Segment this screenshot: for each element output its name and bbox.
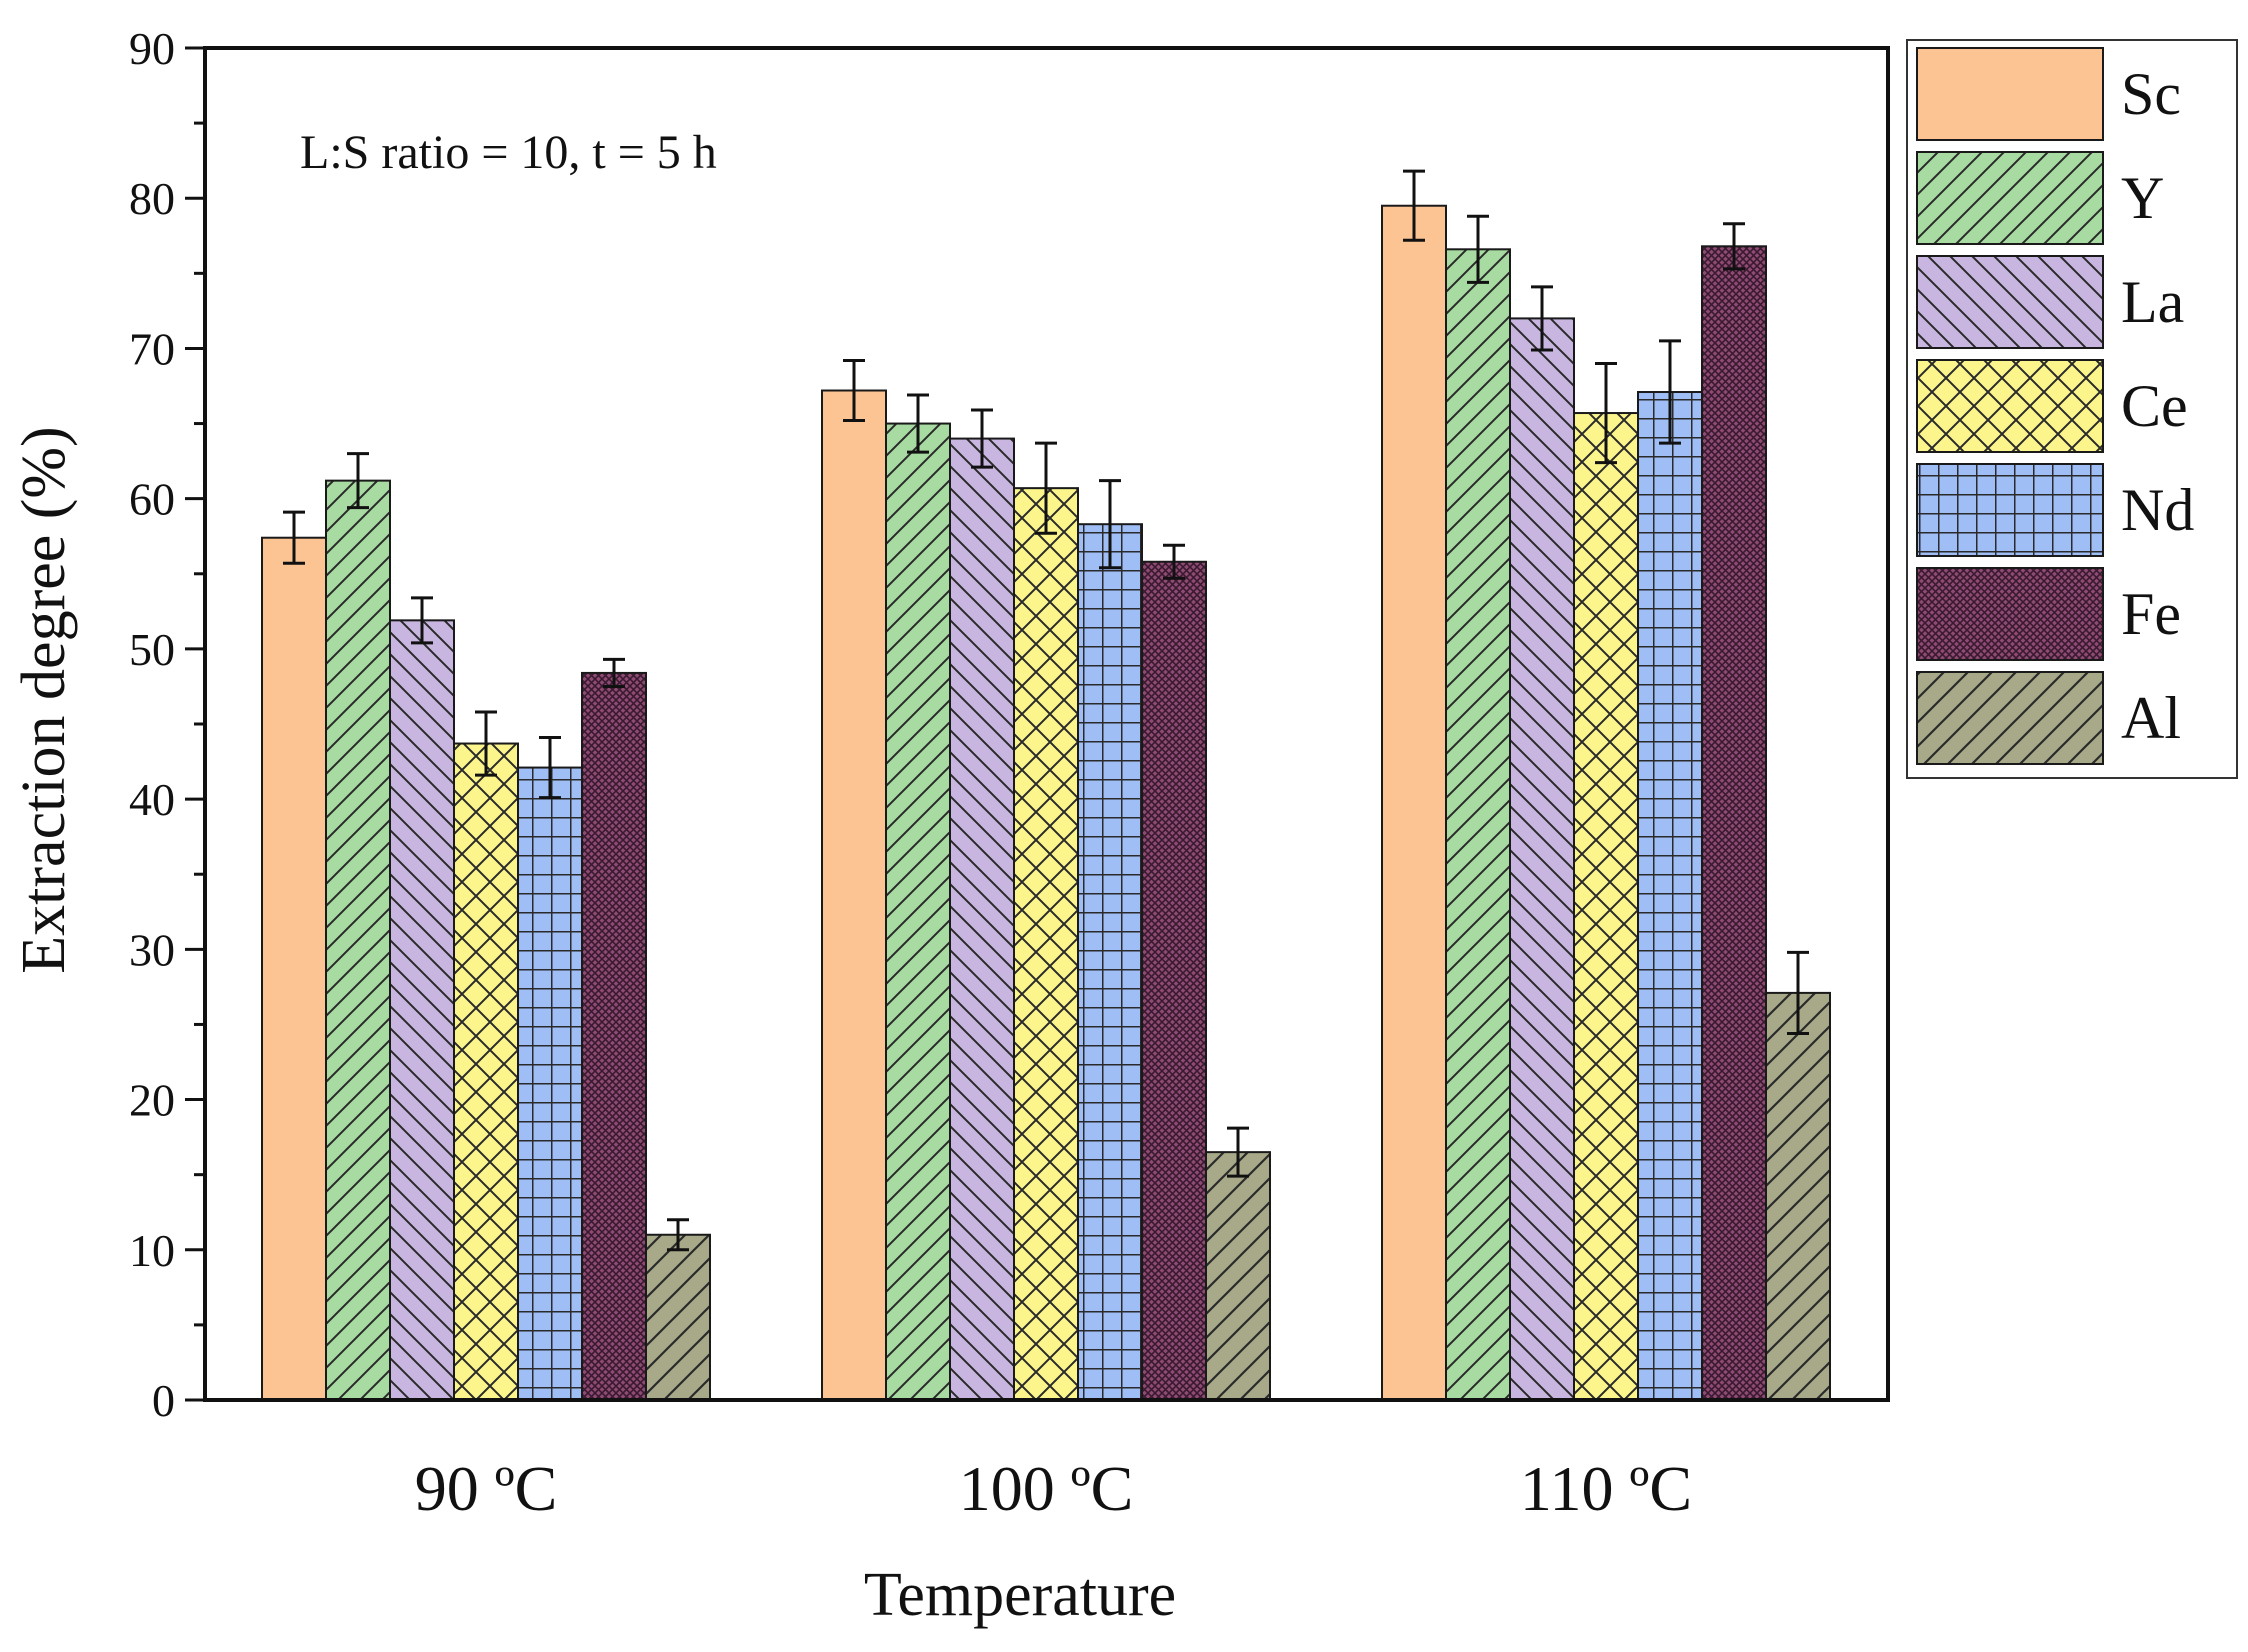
error-bars-layer xyxy=(283,169,1809,1252)
x-tick-label: 100 ºC xyxy=(959,1453,1134,1524)
legend-label-nd: Nd xyxy=(2121,477,2194,543)
bar-sc-1 xyxy=(261,536,327,1401)
bar-la-1 xyxy=(389,619,455,1401)
bar-sc-3 xyxy=(1381,204,1447,1402)
x-tick-label: 110 ºC xyxy=(1520,1453,1692,1524)
legend-swatch-la xyxy=(1916,255,2104,349)
bar-y-3 xyxy=(1445,248,1511,1402)
bar-y-2 xyxy=(885,422,951,1401)
bar-sc-2 xyxy=(821,389,887,1401)
legend-swatch-nd xyxy=(1916,463,2104,557)
y-tick-label: 20 xyxy=(129,1075,175,1126)
x-axis-title: Temperature xyxy=(864,1561,1176,1629)
y-tick-label: 10 xyxy=(129,1225,175,1276)
y-tick-label: 0 xyxy=(152,1375,175,1426)
y-tick-label: 90 xyxy=(129,23,175,74)
legend-swatch-fe xyxy=(1916,567,2104,661)
bar-la-3 xyxy=(1509,317,1575,1401)
bar-al-2 xyxy=(1205,1151,1271,1401)
legend: Sc Y La Ce Nd Fe Al xyxy=(1906,39,2238,779)
y-tick-label: 60 xyxy=(129,474,175,525)
legend-label-la: La xyxy=(2121,269,2184,335)
legend-label-al: Al xyxy=(2121,685,2181,751)
y-tick-label: 40 xyxy=(129,774,175,825)
y-tick-label: 80 xyxy=(129,173,175,224)
bar-ce-2 xyxy=(1013,487,1079,1401)
bar-nd-2 xyxy=(1077,523,1143,1401)
legend-swatch-ce xyxy=(1916,359,2104,453)
bar-ce-3 xyxy=(1573,412,1639,1402)
legend-label-sc: Sc xyxy=(2121,61,2181,127)
bar-fe-2 xyxy=(1141,560,1207,1401)
bar-la-2 xyxy=(949,437,1015,1402)
x-tick-label: 90 ºC xyxy=(415,1453,558,1524)
legend-label-fe: Fe xyxy=(2121,581,2181,647)
y-axis-title: Extraction degree (%) xyxy=(10,426,78,973)
bar-al-1 xyxy=(645,1233,711,1402)
bar-nd-1 xyxy=(517,766,583,1401)
bar-ce-1 xyxy=(453,742,519,1401)
bar-al-3 xyxy=(1765,991,1831,1401)
legend-swatch-y xyxy=(1916,151,2104,245)
y-tick-label: 30 xyxy=(129,924,175,975)
bar-fe-1 xyxy=(581,671,647,1401)
axes-layer: 90 ºC 100 ºC 110 ºC 0 10 20 30 40 50 60 70 80 90 xyxy=(129,23,1890,1524)
bars-layer xyxy=(261,204,1831,1402)
annotation-text: L:S ratio = 10, t = 5 h xyxy=(300,126,717,179)
bar-fe-3 xyxy=(1701,245,1767,1401)
legend-swatch-al xyxy=(1916,671,2104,765)
legend-swatch-sc xyxy=(1916,47,2104,141)
y-tick-label: 70 xyxy=(129,323,175,374)
y-tick-label: 50 xyxy=(129,624,175,675)
legend-label-y: Y xyxy=(2121,165,2164,231)
bar-y-1 xyxy=(325,479,391,1401)
legend-label-ce: Ce xyxy=(2121,373,2188,439)
bar-nd-3 xyxy=(1637,391,1703,1401)
